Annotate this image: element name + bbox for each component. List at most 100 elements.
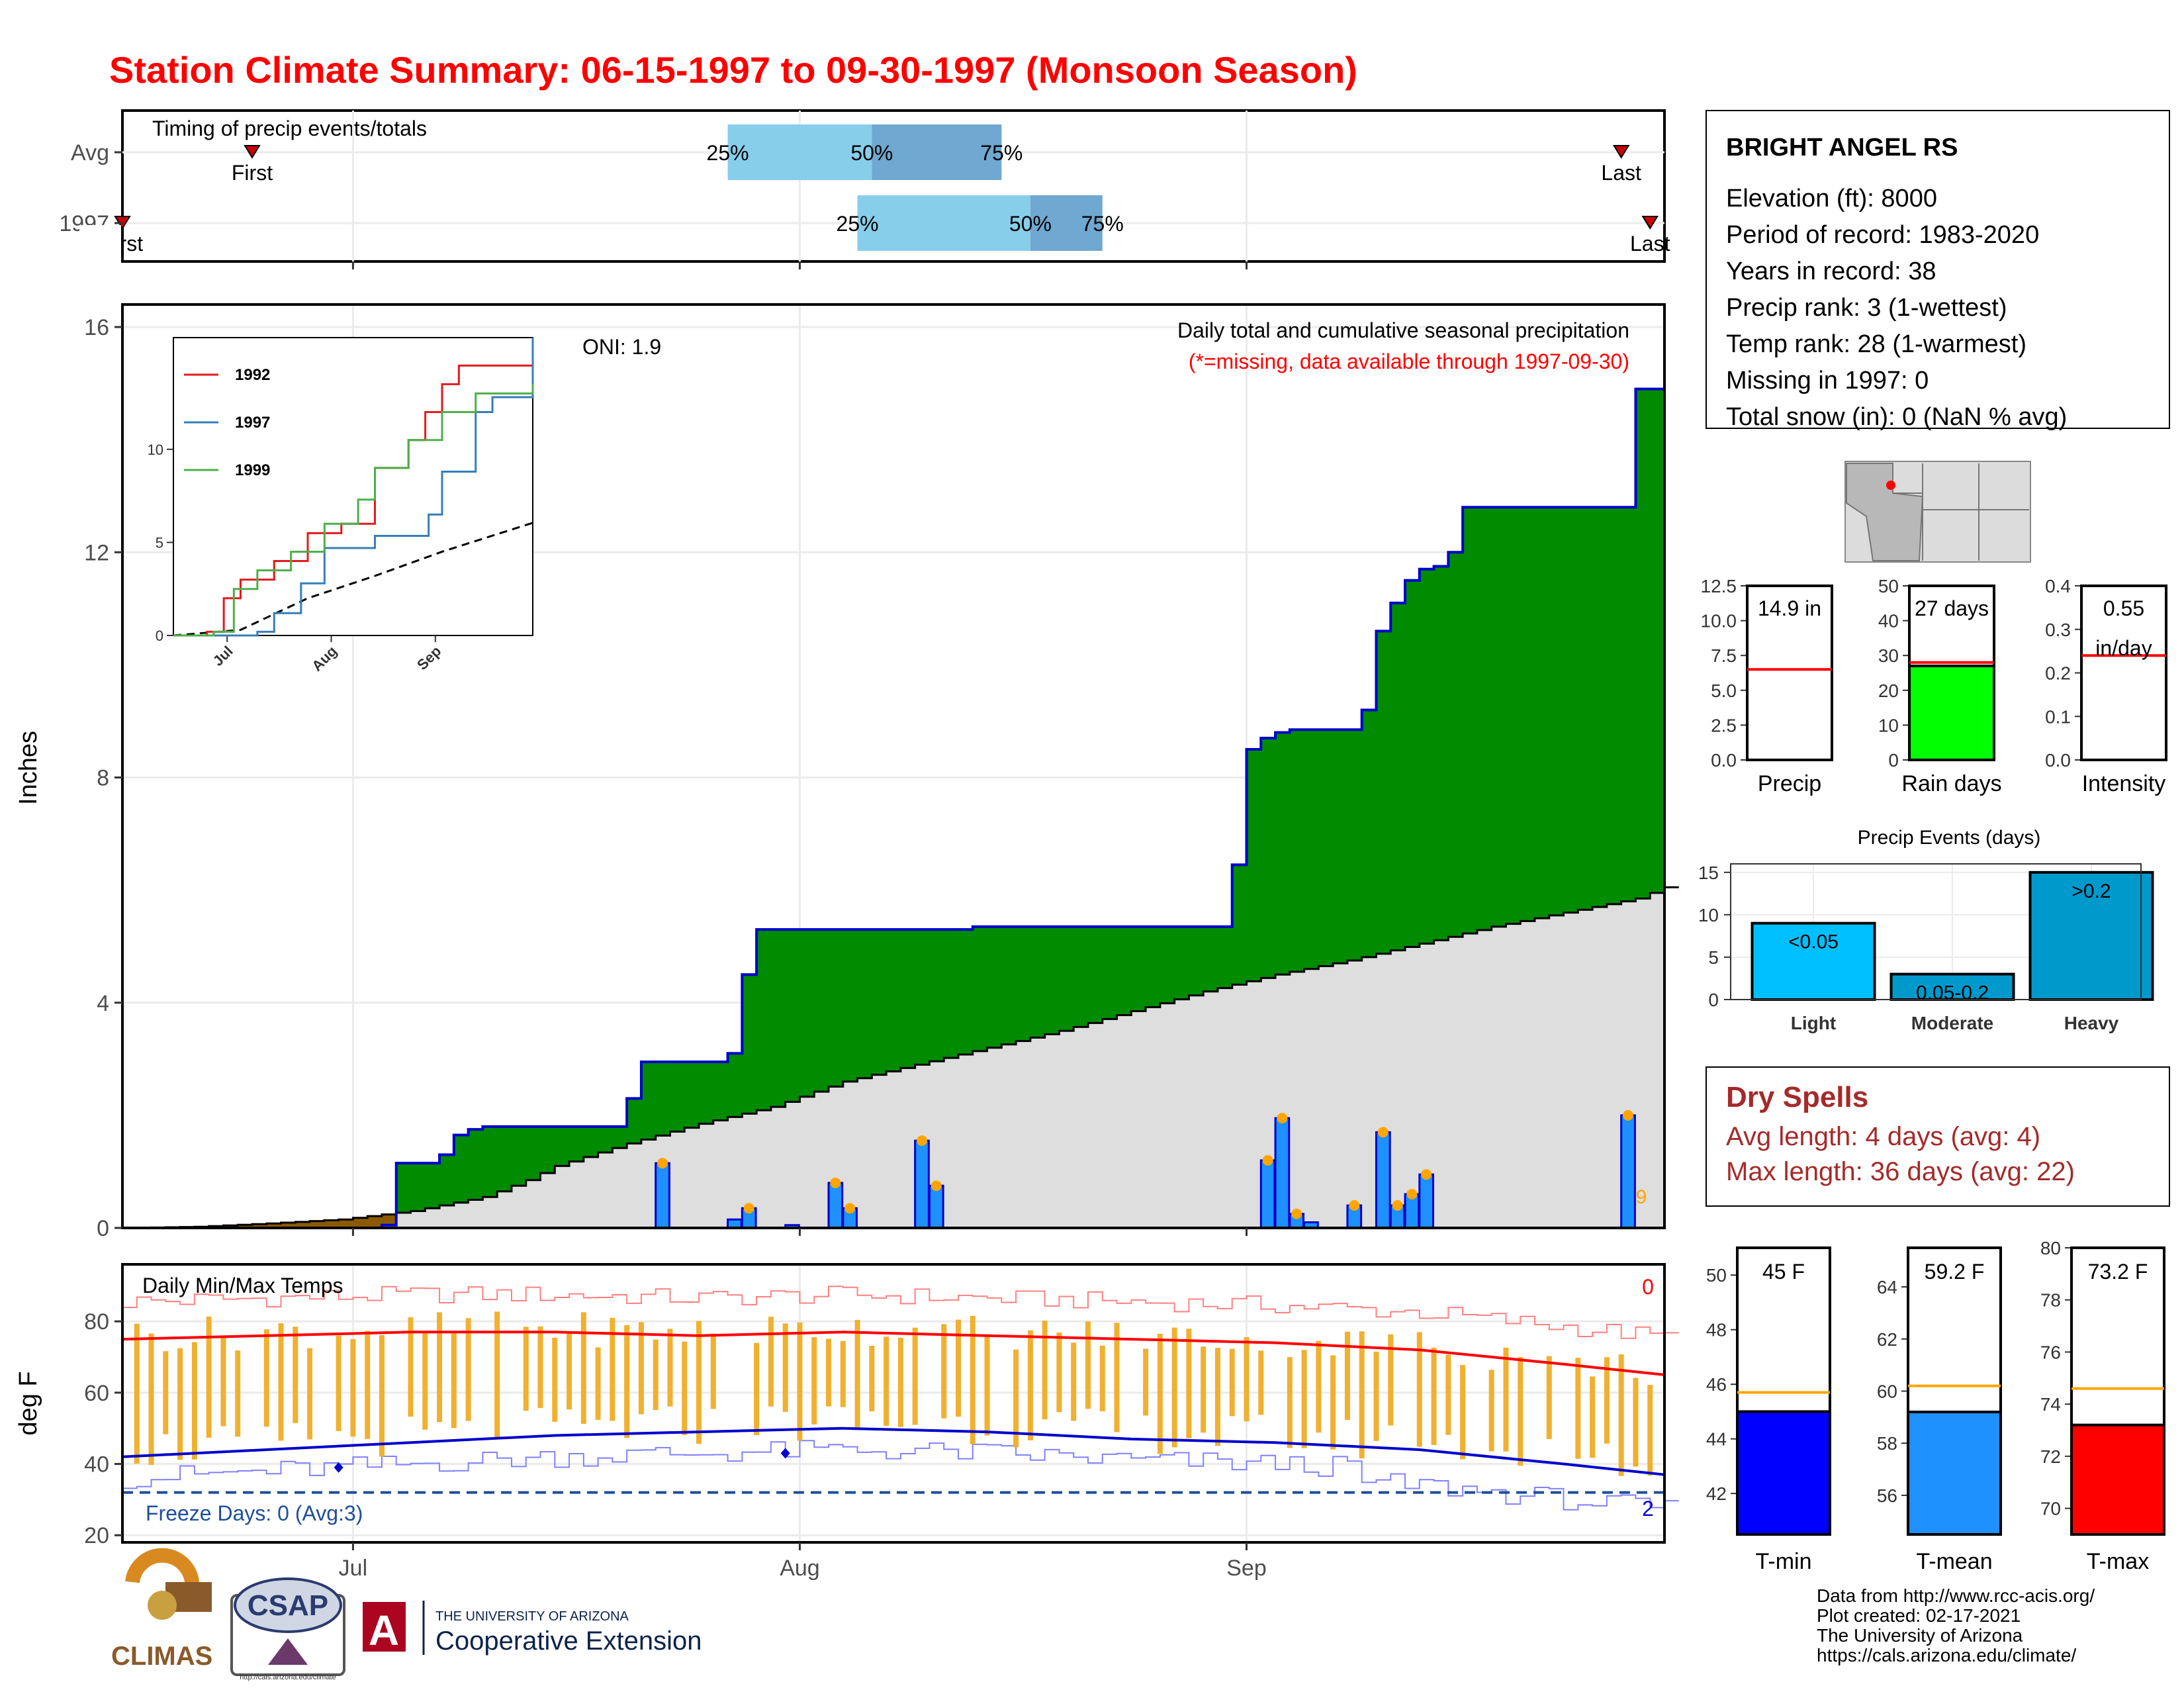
csap-cloud bbox=[234, 1577, 342, 1633]
daily-precip-marker bbox=[1291, 1208, 1302, 1219]
temp-bar-ytick-label: 60 bbox=[1877, 1382, 1897, 1402]
mini-bar-ytick-label: 2.5 bbox=[1711, 715, 1737, 735]
inset-legend-label-1992: 1992 bbox=[235, 366, 270, 384]
daily-temp-bar bbox=[1157, 1334, 1163, 1454]
daily-precip-marker bbox=[1277, 1113, 1288, 1124]
precip-events-ytick-label: 5 bbox=[1708, 947, 1719, 968]
temp-axes: 20 40 60 80 Jul Aug Sep bbox=[84, 1309, 1267, 1581]
timing-row-label: Avg bbox=[71, 140, 109, 165]
footer-credits: Data from http://www.rcc-acis.org/ Plot … bbox=[1817, 1585, 2095, 1665]
mini-bar-ytick-label: 10 bbox=[1878, 715, 1899, 735]
daily-temp-bar bbox=[437, 1312, 443, 1423]
daily-temp-bar bbox=[1518, 1356, 1524, 1466]
daily-temp-bar bbox=[379, 1335, 385, 1457]
mini-bar-ytick-label: 0 bbox=[1888, 750, 1899, 771]
daily-temp-bar bbox=[1575, 1358, 1581, 1459]
precip-subtitle: Daily total and cumulative seasonal prec… bbox=[1177, 318, 1629, 342]
avg-min-temp-line bbox=[122, 1427, 1665, 1476]
daily-temp-bar bbox=[682, 1341, 688, 1436]
mini-bar-ytick-label: 0.1 bbox=[2045, 706, 2071, 727]
daily-temp-bar bbox=[1445, 1354, 1451, 1435]
daily-temp-bar bbox=[191, 1342, 197, 1460]
daily-temp-bar bbox=[293, 1327, 298, 1423]
dry-spells-title: Dry Spells bbox=[1726, 1081, 1868, 1113]
daily-precip-marker bbox=[1623, 1109, 1634, 1121]
mini-bar-frame-2 bbox=[2080, 585, 2167, 761]
precip-frame bbox=[121, 303, 1666, 1229]
daily-temp-bar bbox=[1330, 1355, 1336, 1450]
station-lines: Elevation (ft): 8000 Period of record: 19… bbox=[1726, 185, 2067, 431]
map-state-az bbox=[1846, 463, 1924, 561]
daily-temp-bar bbox=[1229, 1348, 1235, 1417]
temp-bar-value-2: 73.2 F bbox=[2088, 1260, 2148, 1284]
precip-events-bar-light bbox=[1751, 921, 1876, 1001]
daily-temp-bar bbox=[1201, 1346, 1206, 1433]
daily-temp-bar bbox=[1287, 1357, 1293, 1448]
daily-temp-bar bbox=[1373, 1351, 1379, 1441]
precip-ytick-label: 0 bbox=[97, 1216, 109, 1241]
daily-temp-bar bbox=[1244, 1337, 1250, 1422]
daily-temp-bar bbox=[1143, 1348, 1149, 1416]
temp-bar-ytick-label: 72 bbox=[2040, 1446, 2061, 1467]
timing-pct-label: 25% bbox=[707, 141, 749, 165]
temp-bar-ytick-label: 76 bbox=[2040, 1342, 2061, 1362]
daily-temp-bar bbox=[278, 1323, 284, 1441]
precip-events-chart: Precip Events (days) 0 5 10 15 <0.05 Light 0.05… bbox=[1698, 827, 2154, 1033]
temp-xtick-label: Aug bbox=[780, 1556, 820, 1581]
daily-precip-bar bbox=[1274, 1117, 1291, 1229]
daily-precip-marker bbox=[1262, 1154, 1273, 1166]
avg-cumulative-line bbox=[122, 886, 1679, 1229]
record-low-marker bbox=[780, 1448, 790, 1459]
daily-temp-bar bbox=[768, 1317, 774, 1407]
daily-temp-bar bbox=[408, 1317, 414, 1417]
precip-ytick-label: 16 bbox=[84, 315, 109, 340]
precip-ytick-label: 4 bbox=[97, 991, 109, 1016]
daily-temp-bar bbox=[422, 1331, 428, 1430]
temp-bar-label-1: T-mean bbox=[1916, 1549, 1992, 1574]
temp-bar-ytick-label: 56 bbox=[1877, 1485, 1897, 1506]
daily-temp-bar bbox=[580, 1312, 586, 1424]
precip-events-xtick-label: Heavy bbox=[2064, 1013, 2119, 1033]
precip-events-bar-label: 0.05-0.2 bbox=[1916, 982, 1989, 1004]
daily-temp-bar bbox=[797, 1322, 803, 1441]
precip-events-bar-label: <0.05 bbox=[1788, 931, 1839, 953]
summary-mini-bars: 12.5 10.0 7.5 5.0 2.5 0.0 14.9 in Precip 50 40 30 2… bbox=[1701, 576, 2167, 796]
temp-ylabel: deg F bbox=[15, 1371, 42, 1435]
daily-temp-bar bbox=[336, 1335, 341, 1431]
daily-temp-bar bbox=[1042, 1321, 1048, 1420]
climas-sun bbox=[148, 1591, 177, 1620]
mini-bar-ytick-label: 0.4 bbox=[2045, 576, 2071, 596]
inset-ytick-label: 5 bbox=[156, 534, 163, 551]
daily-temp-bar bbox=[811, 1336, 817, 1425]
daily-temp-bar bbox=[970, 1315, 976, 1444]
daily-temp-bar bbox=[754, 1342, 760, 1436]
daily-temp-bar bbox=[667, 1329, 673, 1407]
temp-bar-ytick-label: 48 bbox=[1706, 1320, 1727, 1340]
dry-spells-avg: Avg length: 4 days (avg: 4) bbox=[1726, 1122, 2040, 1151]
temp-bar-fill-0 bbox=[1736, 1410, 1831, 1536]
climas-logo: CLIMAS bbox=[111, 1548, 212, 1671]
daily-precip-marker bbox=[931, 1180, 942, 1192]
daily-temp-bar bbox=[1604, 1357, 1610, 1444]
daily-precip-bar bbox=[827, 1182, 844, 1229]
temp-count-top: 0 bbox=[1642, 1275, 1654, 1299]
precip-count-label: 9 bbox=[1636, 1186, 1647, 1208]
mini-bar-ytick-label: 5.0 bbox=[1711, 680, 1737, 701]
inset-legend-label-1997: 1997 bbox=[235, 414, 270, 432]
page-title: Station Climate Summary: 06-15-1997 to 0… bbox=[109, 49, 1357, 91]
daily-temp-bar bbox=[134, 1323, 140, 1464]
daily-precip-bar bbox=[655, 1162, 670, 1229]
temp-count-bottom: 2 bbox=[1642, 1497, 1654, 1521]
daily-temp-bar bbox=[1085, 1321, 1091, 1409]
temp-bar-ytick-label: 42 bbox=[1706, 1483, 1727, 1504]
climas-text: CLIMAS bbox=[111, 1642, 212, 1671]
dry-spells-box: Dry Spells Avg length: 4 days (avg: 4) M… bbox=[1706, 1066, 2170, 1207]
daily-temp-bar bbox=[653, 1339, 659, 1410]
temp-bar-label-2: T-max bbox=[2087, 1549, 2149, 1574]
temp-bar-value-1: 59.2 F bbox=[1925, 1260, 1985, 1284]
timing-first-label: First bbox=[232, 161, 273, 185]
daily-temp-bar bbox=[1071, 1342, 1077, 1421]
timing-clip-mask bbox=[79, 225, 121, 265]
